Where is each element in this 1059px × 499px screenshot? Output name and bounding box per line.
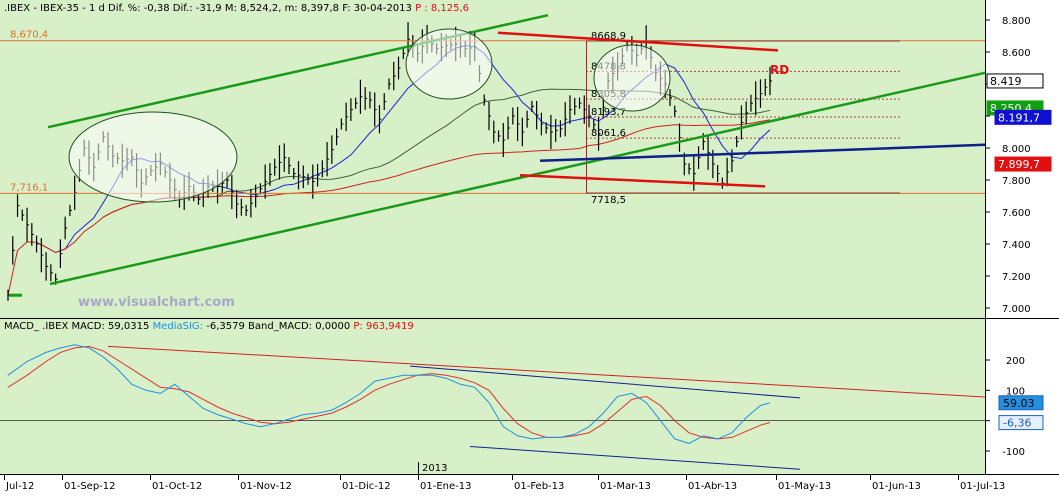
navy-trend-line [539, 143, 986, 163]
y-tick-label: 7.000 [1002, 304, 1031, 315]
red-channel-lower-line [519, 173, 766, 188]
macd-lower-trend [469, 445, 801, 470]
y-tick-label: 8.800 [1002, 16, 1031, 27]
red-channel-upper-line [497, 31, 779, 52]
macd-y-tick-label: 200 [1006, 356, 1025, 367]
x-tick-label: 01-Dic-12 [342, 481, 391, 492]
highlight-ellipse-left [68, 111, 238, 203]
macd-upper-trend [409, 365, 801, 399]
price-tag-bg [986, 73, 1044, 89]
price-tag-label: 7.899,7 [998, 158, 1040, 171]
y-tick-label: 7.400 [1002, 240, 1031, 251]
x-tick-label: 01-Mar-13 [600, 481, 651, 492]
x-tick-label: Jul-12 [5, 481, 34, 492]
macd-tag-label: 59.03 [1003, 397, 1035, 410]
price-tag-label: 8.419 [990, 75, 1022, 88]
y-tick-label: 7.600 [1002, 208, 1031, 219]
x-tick-label: 01-Sep-12 [64, 481, 116, 492]
fib-level-label: 8061,6 [591, 128, 626, 139]
y-tick-label: 7.200 [1002, 272, 1031, 283]
fib-level-label: 8668,9 [591, 31, 626, 42]
ma-long-line [7, 119, 771, 296]
y-tick-label: 8.000 [1002, 144, 1031, 155]
horizontal-level-label: 7,716,1 [10, 182, 48, 193]
fib-level-label: 7718,5 [591, 195, 626, 206]
x-tick-label: 01-Abr-13 [688, 481, 737, 492]
fib-level-label: 8193,7 [591, 107, 626, 118]
price-header: .IBEX - IBEX-35 - 1 d Dif. %: -0,38 Dif.… [4, 3, 469, 14]
annotation-rd: RD [770, 63, 789, 77]
macd-line [7, 344, 771, 444]
macd-tag-bg [998, 415, 1044, 431]
x-tick-label: 01-Jun-13 [872, 481, 921, 492]
x-tick-label: 01-Ene-13 [420, 481, 471, 492]
x-tick-label: 01-May-13 [778, 481, 831, 492]
price-tag-label: 8.191,7 [998, 111, 1040, 124]
macd-panel-bg [0, 319, 985, 474]
macd-red-trend [107, 345, 986, 398]
y-tick-label: 8.600 [1002, 48, 1031, 59]
x-tick-label: 01-Feb-13 [514, 481, 564, 492]
price-tag-bg [994, 109, 1052, 125]
macd-tag-bg [998, 395, 1044, 411]
macd-y-tick-label: 100 [1006, 386, 1025, 397]
highlight-ellipse-top [405, 28, 493, 100]
horizontal-level-label: 8,670,4 [10, 30, 48, 41]
macd-y-tick-label: -100 [1002, 447, 1025, 458]
y-tick-label: 7.800 [1002, 176, 1031, 187]
overlay-lines: 8,670,47,716,18668,98478,88305,88193,780… [0, 13, 986, 286]
x-axis-ticks: Jul-12 01-Sep-12 01-Oct-12 01-Nov-12 01-Dic-… [4, 462, 1005, 492]
macd-tag-label: -6,36 [1003, 417, 1031, 430]
year-marker: 2013 [422, 463, 447, 474]
watermark: www.visualchart.com [78, 295, 235, 310]
x-tick-label: 01-Jul-13 [960, 481, 1005, 492]
macd-signal-line [7, 345, 771, 440]
highlight-ellipse-right [593, 44, 671, 112]
price-y-ticks: 7.0007.2007.4007.6007.8008.0008.2008.400… [985, 16, 1052, 315]
macd-header: MACD_ .IBEX MACD: 59,0315 MediaSIG: -6,3… [4, 321, 414, 332]
x-tick-label: 01-Nov-12 [240, 481, 292, 492]
price-tag-bg [994, 156, 1052, 172]
x-tick-label: 01-Oct-12 [152, 481, 202, 492]
channel-lower-line [49, 71, 986, 286]
